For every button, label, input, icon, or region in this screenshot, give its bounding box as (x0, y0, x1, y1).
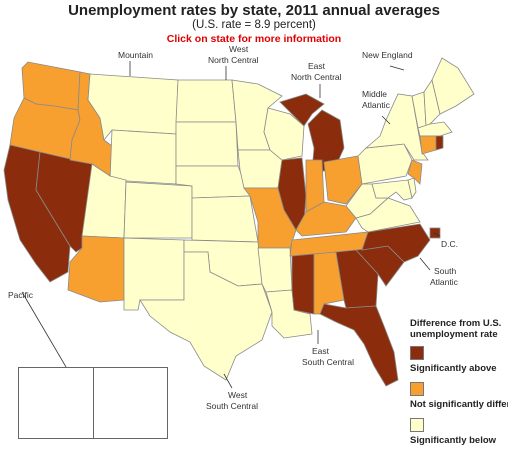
state-NM[interactable] (123, 237, 185, 311)
legend-heading: Difference from U.S. unemployment rate (410, 318, 508, 340)
region-label-middle-atlantic-2: Atlantic (362, 100, 391, 110)
state-NY[interactable] (364, 93, 429, 161)
state-ND[interactable] (175, 79, 237, 123)
state-ME[interactable] (431, 57, 475, 115)
map-subtitle: (U.S. rate = 8.9 percent) (192, 19, 316, 31)
click-prompt[interactable]: Click on state for more information (166, 33, 342, 45)
state-MS[interactable] (291, 253, 315, 315)
legend-swatch-above (410, 346, 424, 360)
legend-item-above: Significantly above (410, 346, 508, 382)
region-label-west-north-central-1: West (229, 44, 249, 54)
legend-heading-line-2: unemployment rate (410, 329, 498, 340)
region-label-east-north-central-2: North Central (291, 72, 342, 82)
state-NJ[interactable] (407, 159, 423, 185)
state-OH[interactable] (323, 155, 363, 205)
region-label-dc: D.C. (441, 239, 458, 249)
inset-divider (93, 368, 94, 438)
region-label-west-north-central-2: North Central (208, 55, 259, 65)
region-label-mountain: Mountain (118, 50, 153, 60)
legend-label-above: Significantly above (410, 363, 497, 374)
state-SD[interactable] (175, 121, 239, 167)
state-FL[interactable] (319, 303, 399, 387)
region-label-south-atlantic-2: Atlantic (430, 277, 459, 287)
state-MI[interactable] (279, 93, 345, 173)
state-DC[interactable] (429, 227, 441, 239)
state-DE[interactable] (407, 177, 417, 200)
region-label-south-atlantic-1: South (434, 266, 456, 276)
region-label-east-south-central-2: South Central (302, 357, 354, 367)
legend-label-not-different: Not significantly different (410, 399, 508, 410)
map-title: Unemployment rates by state, 2011 annual… (68, 2, 440, 19)
region-label-west-south-central-2: South Central (206, 401, 258, 411)
state-RI[interactable] (435, 135, 444, 151)
state-CO[interactable] (123, 181, 193, 239)
legend-swatch-below (410, 418, 424, 432)
state-WI[interactable] (263, 107, 305, 161)
state-MD[interactable] (371, 179, 413, 201)
alaska-hawaii-inset-frame (18, 367, 168, 439)
legend-heading-line-1: Difference from U.S. (410, 318, 502, 329)
state-AR[interactable] (257, 247, 293, 293)
legend: Difference from U.S. unemployment rate S… (410, 318, 508, 454)
region-label-east-north-central-1: East (308, 61, 326, 71)
state-KS[interactable] (191, 195, 259, 243)
region-label-east-south-central-1: East (312, 346, 330, 356)
state-NH[interactable] (423, 79, 441, 127)
state-PA[interactable] (357, 143, 413, 185)
region-label-new-england: New England (362, 50, 413, 60)
region-label-west-south-central-1: West (228, 390, 248, 400)
legend-item-not-different: Not significantly different (410, 382, 508, 418)
state-WY[interactable] (109, 129, 177, 185)
legend-swatch-not-different (410, 382, 424, 396)
state-CT[interactable] (419, 135, 437, 155)
legend-item-below: Significantly below (410, 418, 508, 454)
legend-label-below: Significantly below (410, 435, 497, 446)
region-label-pacific: Pacific (8, 290, 34, 300)
state-IA[interactable] (237, 149, 283, 189)
region-label-middle-atlantic-1: Middle (362, 89, 387, 99)
state-TX[interactable] (139, 251, 273, 381)
